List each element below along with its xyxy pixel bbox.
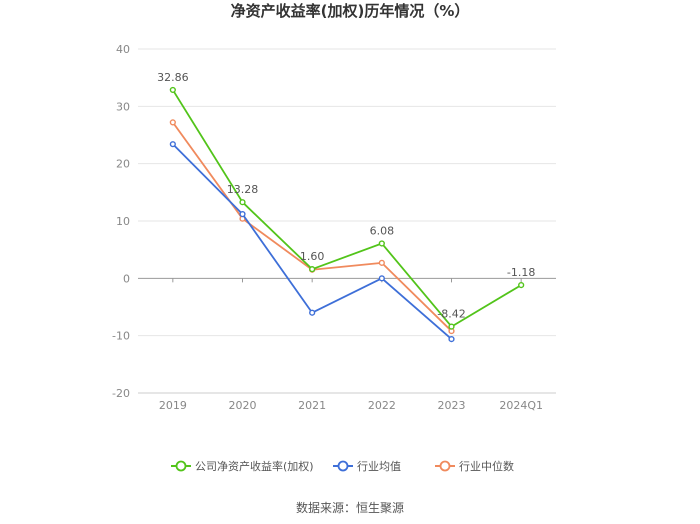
legend-item[interactable]: 行业中位数 [435,459,514,473]
legend-item[interactable]: 公司净资产收益率(加权) [171,459,314,473]
series-line [172,121,453,332]
data-point [518,281,525,289]
y-tick-label: 0 [123,272,130,285]
x-tick-label: 2023 [438,399,466,412]
data-point [169,86,176,94]
source-text: 数据来源：恒生聚源 [296,500,404,515]
data-point [378,240,385,247]
y-tick-label: 40 [116,43,130,56]
x-tick-label: 2021 [298,399,326,412]
data-point [169,141,176,148]
legend-label: 行业中位数 [459,459,514,473]
y-tick-label: -20 [112,387,130,400]
legend: 公司净资产收益率(加权) 行业均值 行业中位数 [171,459,514,473]
data-point [448,323,455,330]
grid [138,48,556,394]
data-point [239,211,246,218]
data-point [239,199,246,206]
legend-label: 公司净资产收益率(加权) [195,459,314,473]
data-point [309,266,316,273]
data-label: -8.42 [437,308,465,321]
data-label: 1.60 [300,250,325,263]
chart-title: 净资产收益率(加权)历年情况（%） [231,2,470,20]
data-point [378,259,385,266]
y-tick-label: -10 [112,330,130,343]
x-tick-label: 2020 [229,399,257,412]
data-point [378,275,385,282]
data-label: 13.28 [227,183,259,196]
x-axis-labels: 2019 2020 2021 2022 2023 2024Q1 [159,399,543,412]
data-label: 6.08 [370,224,395,237]
x-tick-label: 2022 [368,399,396,412]
y-tick-label: 30 [116,100,130,113]
legend-swatch-dot [439,460,451,472]
data-point [448,336,455,343]
series [169,86,525,343]
legend-label: 行业均值 [357,460,401,473]
data-label: 32.86 [157,71,189,84]
legend-swatch-dot [337,460,349,472]
y-tick-label: 20 [116,158,130,171]
x-tick-label: 2019 [159,399,187,412]
y-tick-label: 10 [116,215,130,228]
legend-swatch-dot [175,460,187,472]
data-labels: 32.86 13.28 1.60 6.08 -8.42 -1.18 [157,71,535,321]
data-point [169,119,176,126]
legend-item[interactable]: 行业均值 [333,460,401,473]
data-point [309,309,316,316]
data-label: -1.18 [507,266,535,279]
series-line [172,89,522,328]
y-axis: 40 30 20 10 0 -10 -20 [112,43,130,400]
x-tick-label: 2024Q1 [499,399,543,412]
